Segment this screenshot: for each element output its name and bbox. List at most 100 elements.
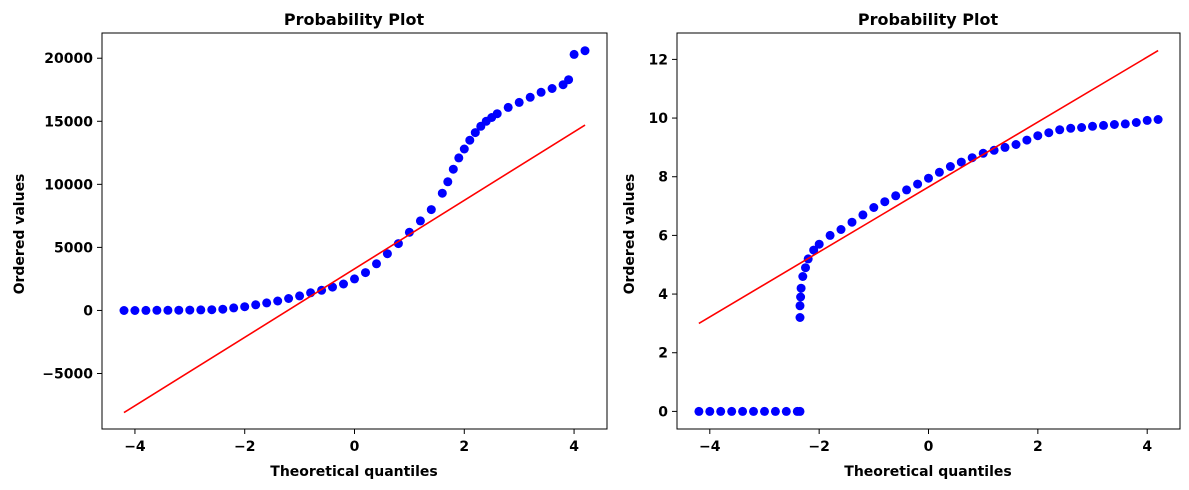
left-data-point [426, 205, 436, 215]
right-data-point [809, 245, 819, 255]
left-data-point [284, 294, 294, 303]
right-data-point [1142, 115, 1152, 125]
left-y-tick-label: 20000 [44, 51, 93, 67]
right-data-point [825, 230, 835, 240]
left-data-point [393, 239, 403, 249]
left-data-point [185, 305, 195, 315]
left-data-point [141, 305, 151, 315]
left-y-axis-label: Ordered values [12, 174, 28, 295]
right-data-point [798, 272, 808, 281]
right-data-point [1120, 119, 1130, 129]
left-data-point [240, 302, 250, 312]
left-data-point [361, 268, 370, 278]
right-data-point [869, 203, 879, 212]
left-x-tick-label: 4 [569, 439, 579, 455]
left-data-point [339, 279, 348, 289]
left-data-point [470, 128, 480, 138]
right-x-axis-label: Theoretical quantiles [844, 464, 1011, 480]
right-data-point [795, 301, 805, 311]
left-y-tick-label: 10000 [44, 177, 93, 193]
left-axes-frame [101, 32, 608, 430]
left-data-point [152, 305, 162, 315]
right-data-point [956, 157, 966, 167]
right-data-point [795, 313, 805, 322]
right-x-tick-label: −2 [808, 439, 829, 455]
right-y-tick-label: 8 [658, 170, 668, 186]
left-y-tick-label: 15000 [44, 114, 93, 130]
left-data-point [580, 46, 590, 56]
right-data-point [836, 225, 846, 234]
left-data-point [492, 109, 502, 119]
left-plot-area: −4 −2 0 2 4 −5000 0 5000 10000 15000 20000 [42, 32, 608, 455]
right-data-point [934, 167, 944, 177]
right-data-point [705, 406, 715, 416]
left-data-point [404, 227, 414, 237]
right-x-tick-label: 2 [1033, 439, 1043, 455]
left-data-point [536, 87, 546, 97]
right-data-point [847, 217, 857, 227]
right-y-tick-label: 6 [658, 228, 668, 244]
left-data-point [547, 84, 557, 93]
right-data-point [913, 179, 923, 189]
right-y-tick-label: 0 [658, 404, 668, 420]
left-data-point [465, 135, 475, 145]
right-data-point [796, 283, 806, 293]
left-probability-plot: Probability Plot Theoretical quantiles O… [12, 10, 608, 480]
left-fit-line [123, 124, 586, 414]
right-data-point [1000, 142, 1010, 152]
right-axes-frame [676, 32, 1181, 430]
right-x-tick-label: 0 [924, 439, 934, 455]
right-data-point [801, 263, 810, 273]
right-y-tick-label: 10 [649, 111, 669, 127]
right-data-point [1011, 140, 1021, 149]
right-x-tick-label: −4 [699, 439, 721, 455]
left-data-point [525, 92, 535, 102]
left-chart-title: Probability Plot [284, 10, 425, 29]
right-plot-area: −4 −2 0 2 4 0 2 4 6 8 10 12 [649, 32, 1181, 455]
left-data-point [119, 306, 129, 315]
right-data-point [1077, 123, 1087, 132]
left-data-point [415, 216, 425, 226]
right-data-point [989, 145, 999, 155]
right-data-point [770, 406, 780, 416]
left-data-point [382, 249, 392, 259]
right-data-point [858, 210, 868, 220]
left-data-point [229, 303, 239, 313]
left-data-point [443, 177, 453, 187]
right-data-point [1153, 115, 1163, 124]
right-y-tick-label: 12 [649, 52, 668, 68]
right-data-point [738, 406, 748, 416]
right-data-point [1022, 135, 1032, 145]
left-data-point [503, 102, 513, 112]
right-data-point [795, 406, 805, 416]
left-data-point [196, 305, 206, 315]
right-chart-title: Probability Plot [858, 10, 999, 29]
right-data-point [902, 185, 912, 195]
left-data-point [163, 305, 173, 315]
right-y-tick-label: 2 [658, 346, 668, 362]
left-data-point [569, 49, 579, 59]
right-data-point [1055, 125, 1065, 135]
left-y-tick-label: −5000 [42, 367, 93, 383]
left-data-point [207, 305, 217, 315]
left-data-point [251, 300, 261, 310]
left-data-point [273, 296, 283, 306]
right-y-tick-label: 4 [658, 287, 668, 303]
right-data-point [781, 406, 791, 416]
left-data-point [514, 97, 524, 107]
right-data-point [814, 239, 824, 249]
right-y-axis-label: Ordered values [622, 174, 638, 295]
right-data-point [1066, 123, 1076, 133]
right-data-point [924, 173, 933, 183]
left-data-point [459, 144, 469, 154]
right-data-point [749, 406, 758, 416]
left-data-point [448, 164, 458, 174]
left-y-tick-label: 5000 [54, 240, 93, 256]
left-x-tick-label: −2 [234, 439, 255, 455]
left-x-tick-label: −4 [124, 439, 146, 455]
left-data-point [130, 306, 140, 315]
left-x-tick-label: 0 [350, 439, 360, 455]
left-data-point [295, 291, 305, 301]
right-data-point [891, 191, 901, 201]
